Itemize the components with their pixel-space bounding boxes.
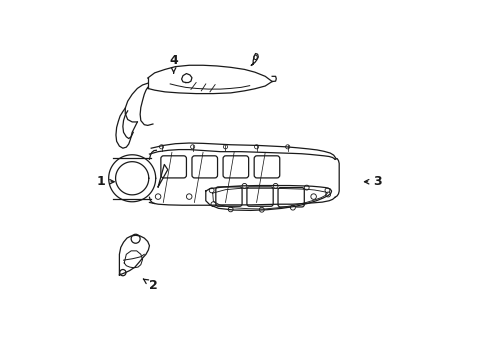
FancyBboxPatch shape [192, 156, 217, 178]
Circle shape [304, 185, 308, 190]
Circle shape [325, 192, 330, 197]
Circle shape [242, 184, 246, 188]
Text: 1: 1 [97, 175, 114, 188]
Circle shape [290, 205, 295, 210]
Circle shape [159, 145, 163, 149]
Circle shape [254, 145, 258, 149]
FancyBboxPatch shape [161, 156, 186, 178]
Circle shape [186, 194, 192, 199]
Circle shape [279, 194, 285, 199]
FancyBboxPatch shape [223, 156, 248, 178]
Text: 4: 4 [169, 54, 178, 73]
FancyBboxPatch shape [278, 188, 304, 207]
Circle shape [310, 194, 316, 199]
Circle shape [131, 234, 140, 243]
Text: 2: 2 [143, 279, 157, 292]
FancyBboxPatch shape [246, 187, 273, 206]
Circle shape [259, 207, 264, 212]
Circle shape [248, 194, 254, 199]
Circle shape [209, 188, 214, 193]
Circle shape [325, 188, 329, 193]
Circle shape [210, 202, 215, 207]
Circle shape [155, 194, 161, 199]
Text: 3: 3 [364, 175, 381, 188]
Circle shape [273, 184, 278, 188]
FancyBboxPatch shape [254, 156, 279, 178]
Ellipse shape [253, 55, 257, 59]
Circle shape [223, 145, 227, 149]
FancyBboxPatch shape [215, 187, 242, 206]
Circle shape [190, 145, 194, 149]
Circle shape [120, 270, 126, 276]
Circle shape [285, 145, 289, 149]
Circle shape [228, 207, 233, 212]
Circle shape [217, 194, 223, 199]
